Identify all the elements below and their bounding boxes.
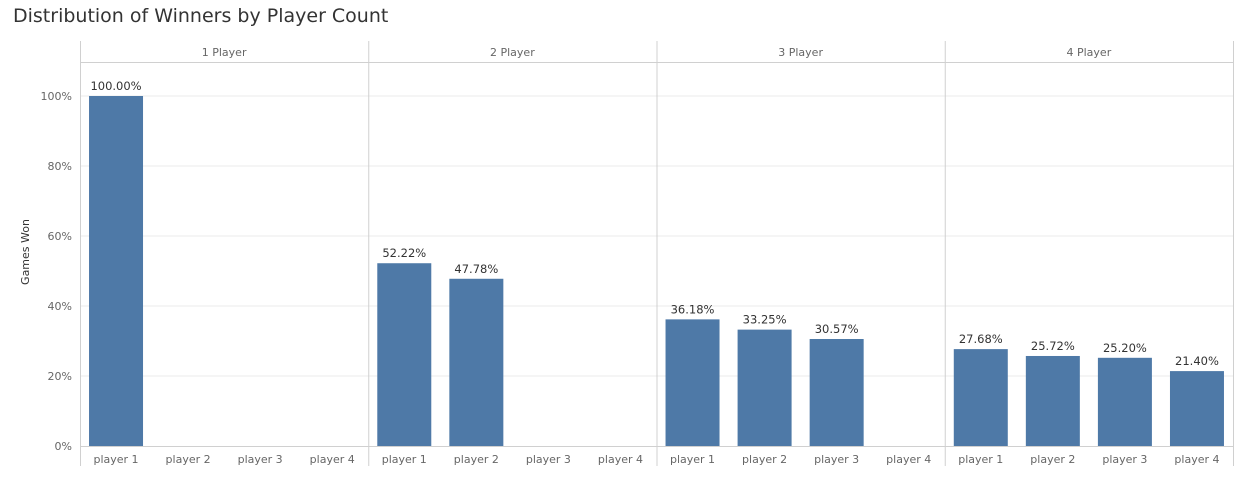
bar-value-label: 52.22% xyxy=(382,246,426,260)
bar-value-label: 30.57% xyxy=(815,322,859,336)
x-category-label: player 2 xyxy=(166,453,211,466)
bar xyxy=(737,329,792,446)
chart-title: Distribution of Winners by Player Count xyxy=(13,5,389,27)
bar xyxy=(1169,371,1224,446)
x-category-label: player 1 xyxy=(958,453,1003,466)
bar-value-label: 27.68% xyxy=(959,332,1003,346)
y-tick-label: 100% xyxy=(41,90,72,103)
y-tick-label: 60% xyxy=(48,230,72,243)
bar xyxy=(1097,357,1152,446)
y-tick-label: 80% xyxy=(48,160,72,173)
x-category-label: player 3 xyxy=(526,453,571,466)
bar xyxy=(377,263,432,446)
panel-header-label: 2 Player xyxy=(490,46,535,59)
bar xyxy=(89,96,144,446)
x-category-label: player 1 xyxy=(93,453,138,466)
y-tick-label: 20% xyxy=(48,370,72,383)
panel-header-label: 1 Player xyxy=(202,46,247,59)
x-category-label: player 4 xyxy=(886,453,931,466)
x-category-label: player 2 xyxy=(1030,453,1075,466)
x-category-label: player 2 xyxy=(454,453,499,466)
bar xyxy=(449,278,504,446)
bar-value-label: 25.72% xyxy=(1031,339,1075,353)
x-category-label: player 3 xyxy=(238,453,283,466)
x-category-label: player 3 xyxy=(814,453,859,466)
x-category-label: player 4 xyxy=(310,453,355,466)
bar-value-label: 47.78% xyxy=(454,262,498,276)
x-category-label: player 4 xyxy=(1174,453,1219,466)
x-category-label: player 3 xyxy=(1102,453,1147,466)
bar xyxy=(809,339,864,446)
bar xyxy=(665,319,720,446)
bar-value-label: 33.25% xyxy=(743,313,787,327)
x-category-label: player 1 xyxy=(670,453,715,466)
panel-header-label: 4 Player xyxy=(1067,46,1112,59)
x-category-label: player 1 xyxy=(382,453,427,466)
panel-header-label: 3 Player xyxy=(778,46,823,59)
bar-value-label: 36.18% xyxy=(671,302,715,316)
bar-value-label: 21.40% xyxy=(1175,354,1219,368)
y-tick-label: 40% xyxy=(48,300,72,313)
bar-value-label: 100.00% xyxy=(90,79,141,93)
bar xyxy=(953,349,1008,446)
x-category-label: player 4 xyxy=(598,453,643,466)
y-axis-title: Games Won xyxy=(19,219,32,285)
bar-value-label: 25.20% xyxy=(1103,341,1147,355)
y-tick-label: 0% xyxy=(55,440,72,453)
bar xyxy=(1025,355,1080,446)
x-category-label: player 2 xyxy=(742,453,787,466)
